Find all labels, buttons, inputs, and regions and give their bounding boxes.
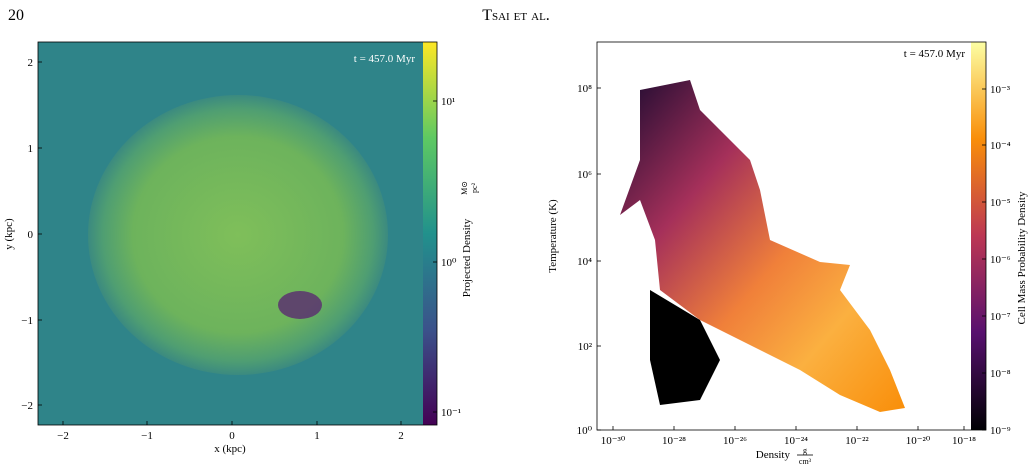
y-tick-label: 0 xyxy=(28,229,34,241)
colorbar-tick-label: 10⁰ xyxy=(441,257,457,269)
colorbar-tick-label: 10⁻¹ xyxy=(441,407,461,419)
colorbar-tick-label: 10⁻⁶ xyxy=(990,254,1011,266)
x-tick-label: 0 xyxy=(229,430,235,442)
x-tick-label: 10⁻²² xyxy=(845,435,869,447)
colorbar-tick-label: 10⁻⁴ xyxy=(990,140,1011,152)
y-tick-label: 10⁶ xyxy=(577,169,592,181)
x-tick-label: 10⁻³⁰ xyxy=(601,435,626,447)
x-unit-num: g xyxy=(803,446,807,455)
x-axis-label: Density xyxy=(756,449,791,461)
y-tick-label: −2 xyxy=(21,400,33,412)
y-tick-label: −1 xyxy=(21,315,33,327)
phase-distribution xyxy=(620,80,905,412)
x-tick-label: 10⁻²⁴ xyxy=(784,435,808,447)
galaxy-disk xyxy=(88,95,388,375)
colorbar-tick-label: 10¹ xyxy=(441,96,455,108)
page-number: 20 xyxy=(8,7,24,24)
x-tick-label: −2 xyxy=(57,430,69,442)
x-tick-label: 1 xyxy=(314,430,320,442)
y-tick-label: 10⁸ xyxy=(577,83,592,95)
y-tick-label: 10⁴ xyxy=(577,256,592,268)
colorbar-label: Cell Mass Probability Density xyxy=(1016,191,1028,324)
phase-tail xyxy=(650,290,720,405)
colorbar-label: Projected Density xyxy=(461,218,473,297)
x-tick-label: 10⁻²⁶ xyxy=(723,435,747,447)
colorbar-tick-label: 10⁻⁷ xyxy=(990,311,1011,323)
x-tick-label: −1 xyxy=(141,430,153,442)
y-tick-label: 1 xyxy=(28,143,34,155)
colorbar-tick-label: 10⁻⁵ xyxy=(990,197,1011,209)
colorbar-unit-den: pc² xyxy=(470,182,479,193)
annotation: t = 457.0 Myr xyxy=(354,53,416,65)
colorbar-tick-label: 10⁻⁹ xyxy=(990,425,1011,437)
y-axis-label: Temperature (K) xyxy=(547,199,559,273)
colorbar-tick-label: 10⁻⁸ xyxy=(990,368,1011,380)
y-tick-label: 2 xyxy=(28,57,34,69)
x-tick-label: 2 xyxy=(398,430,404,442)
void xyxy=(278,291,322,319)
y-tick-label: 10² xyxy=(578,341,593,353)
colorbar xyxy=(423,42,437,425)
x-axis-label: x (kpc) xyxy=(214,443,246,455)
x-tick-label: 10⁻¹⁸ xyxy=(952,435,976,447)
x-tick-label: 10⁻²⁰ xyxy=(906,435,931,447)
annotation: t = 457.0 Myr xyxy=(904,48,966,60)
colorbar-tick-label: 10⁻³ xyxy=(990,84,1011,96)
x-unit-den: cm³ xyxy=(799,457,812,466)
x-tick-label: 10⁻²⁸ xyxy=(662,435,686,447)
colorbar-unit-num: M⊙ xyxy=(460,181,469,195)
frame xyxy=(596,41,987,431)
colorbar xyxy=(971,42,986,430)
frame xyxy=(37,41,438,426)
y-axis-label: y (kpc) xyxy=(3,218,15,250)
y-tick-label: 10⁰ xyxy=(577,425,593,437)
running-title: Tsai et al. xyxy=(482,7,550,24)
